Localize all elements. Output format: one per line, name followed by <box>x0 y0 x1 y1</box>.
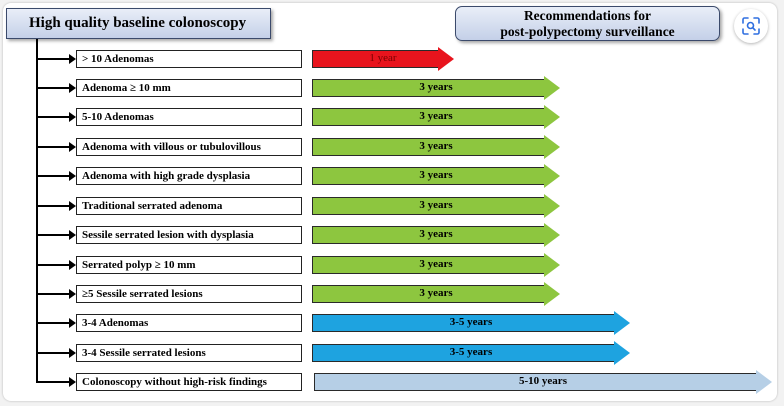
connector-branch <box>38 201 76 211</box>
condition-box: 3-4 Sessile serrated lesions <box>76 344 302 362</box>
arrow-shaft <box>312 226 544 244</box>
connector-branch <box>38 142 76 152</box>
arrow-shaft <box>312 256 544 274</box>
interval-arrow: 3 years <box>312 253 560 277</box>
arrow-head <box>544 282 560 306</box>
arrow-shaft <box>312 314 614 332</box>
condition-box: 5-10 Adenomas <box>76 108 302 126</box>
arrow-head <box>756 370 772 394</box>
interval-arrow: 3 years <box>312 223 560 247</box>
tree-trunk-line <box>36 39 38 383</box>
arrow-head <box>438 47 454 71</box>
arrow-shaft <box>312 167 544 185</box>
condition-box: Adenoma ≥ 10 mm <box>76 79 302 97</box>
arrow-head <box>544 223 560 247</box>
scan-icon <box>742 17 760 35</box>
condition-box: Traditional serrated adenoma <box>76 197 302 215</box>
recommendations-header: Recommendations for post-polypectomy sur… <box>455 6 720 41</box>
arrow-head <box>544 253 560 277</box>
arrow-shaft <box>312 344 614 362</box>
interval-label: 3 years <box>419 287 453 299</box>
connector-branch <box>38 289 76 299</box>
recommendations-line-1: Recommendations for <box>523 7 652 23</box>
interval-arrow: 3 years <box>312 194 560 218</box>
connector-branch <box>38 171 76 181</box>
arrow-shaft <box>312 50 438 68</box>
header-title: High quality baseline colonoscopy <box>29 15 247 31</box>
interval-label: 3-5 years <box>449 316 493 328</box>
condition-box: 3-4 Adenomas <box>76 314 302 332</box>
connector-branch <box>38 377 76 387</box>
interval-label: 3-5 years <box>449 346 493 358</box>
arrow-head <box>614 311 630 335</box>
arrow-shaft <box>312 197 544 215</box>
condition-box: > 10 Adenomas <box>76 50 302 68</box>
interval-arrow: 3-5 years <box>312 341 630 365</box>
baseline-colonoscopy-header: High quality baseline colonoscopy <box>6 8 271 39</box>
condition-box: Colonoscopy without high-risk findings <box>76 373 302 391</box>
connector-branch <box>38 54 76 64</box>
interval-label: 3 years <box>419 110 453 122</box>
arrow-head <box>544 194 560 218</box>
arrow-head <box>614 341 630 365</box>
condition-box: Adenoma with high grade dysplasia <box>76 167 302 185</box>
interval-label: 3 years <box>419 140 453 152</box>
interval-label: 1 year <box>369 52 397 64</box>
condition-box: ≥5 Sessile serrated lesions <box>76 285 302 303</box>
connector-branch <box>38 230 76 240</box>
interval-label: 3 years <box>419 199 453 211</box>
interval-arrow: 3 years <box>312 76 560 100</box>
interval-arrow: 3 years <box>312 164 560 188</box>
interval-label: 5-10 years <box>519 375 567 387</box>
condition-box: Adenoma with villous or tubulovillous <box>76 138 302 156</box>
interval-arrow: 5-10 years <box>314 370 772 394</box>
interval-label: 3 years <box>419 81 453 93</box>
interval-arrow: 3 years <box>312 105 560 129</box>
arrow-head <box>544 105 560 129</box>
connector-branch <box>38 260 76 270</box>
interval-arrow: 1 year <box>312 47 454 71</box>
arrow-shaft <box>312 79 544 97</box>
interval-arrow: 3 years <box>312 282 560 306</box>
arrow-head <box>544 135 560 159</box>
interval-label: 3 years <box>419 258 453 270</box>
interval-label: 3 years <box>419 228 453 240</box>
interval-arrow: 3 years <box>312 135 560 159</box>
arrow-shaft <box>312 138 544 156</box>
interval-arrow: 3-5 years <box>312 311 630 335</box>
connector-branch <box>38 83 76 93</box>
arrow-head <box>544 164 560 188</box>
arrow-shaft <box>312 108 544 126</box>
condition-box: Serrated polyp ≥ 10 mm <box>76 256 302 274</box>
interval-label: 3 years <box>419 169 453 181</box>
condition-box: Sessile serrated lesion with dysplasia <box>76 226 302 244</box>
arrow-shaft <box>312 285 544 303</box>
connector-branch <box>38 112 76 122</box>
recommendations-line-2: post-polypectomy surveillance <box>500 23 675 39</box>
arrow-shaft <box>314 373 756 391</box>
visual-search-button[interactable] <box>734 9 768 43</box>
connector-branch <box>38 318 76 328</box>
connector-branch <box>38 348 76 358</box>
arrow-head <box>544 76 560 100</box>
